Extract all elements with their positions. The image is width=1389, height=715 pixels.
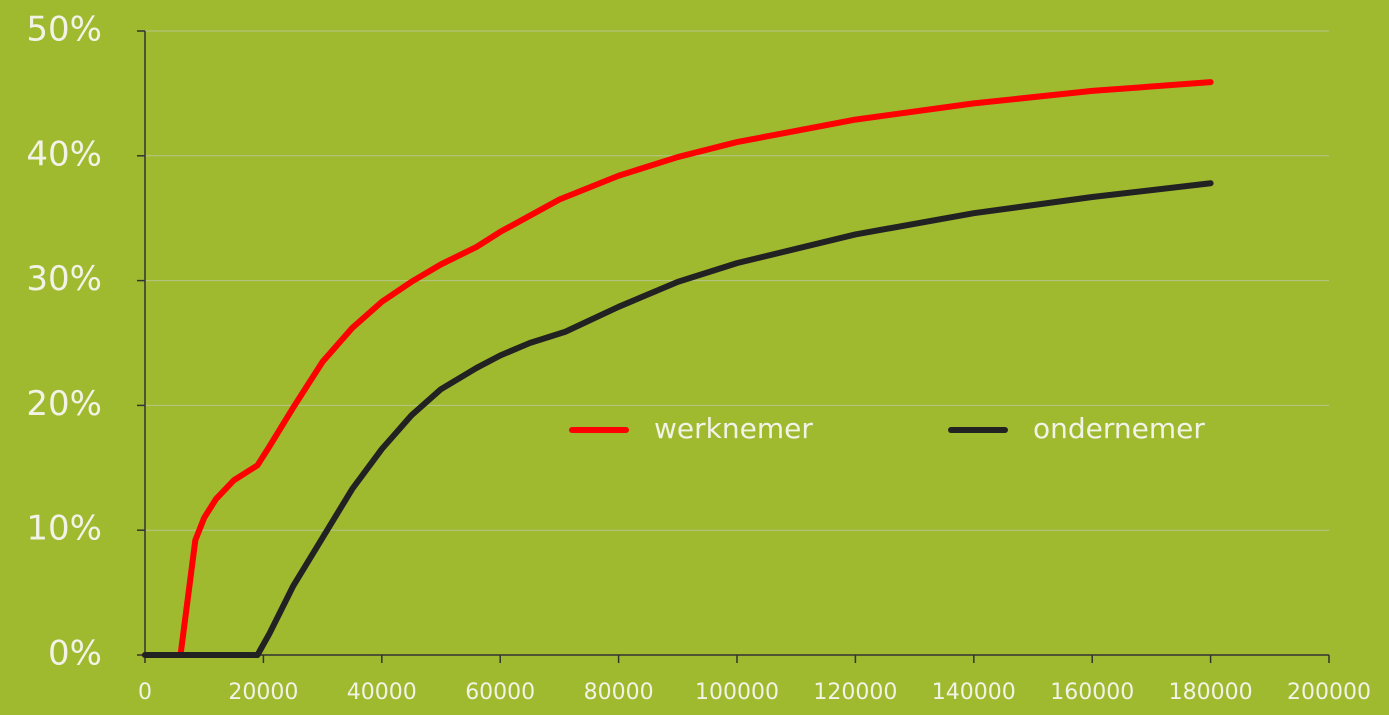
- y-tick-label: 0%: [48, 634, 102, 674]
- x-tick-label: 60000: [465, 680, 535, 705]
- y-tick-label: 40%: [26, 134, 102, 174]
- y-tick-label: 10%: [26, 509, 102, 549]
- y-tick-label: 20%: [26, 384, 102, 424]
- x-tick-label: 160000: [1050, 680, 1134, 705]
- x-tick-label: 180000: [1169, 680, 1253, 705]
- legend-label: ondernemer: [1033, 412, 1205, 445]
- x-tick-label: 200000: [1287, 680, 1371, 705]
- line-series: [142, 180, 1214, 658]
- line-series: [142, 79, 1214, 658]
- x-tick-label: 20000: [228, 680, 298, 705]
- x-tick-label: 80000: [584, 680, 654, 705]
- x-tick-label: 140000: [932, 680, 1016, 705]
- x-tick-label: 0: [138, 680, 152, 705]
- x-tick-label: 100000: [695, 680, 779, 705]
- x-tick-label: 120000: [813, 680, 897, 705]
- y-tick-label: 30%: [26, 259, 102, 299]
- y-tick-label: 50%: [26, 10, 102, 50]
- legend-label: werknemer: [654, 412, 813, 445]
- x-tick-label: 40000: [347, 680, 417, 705]
